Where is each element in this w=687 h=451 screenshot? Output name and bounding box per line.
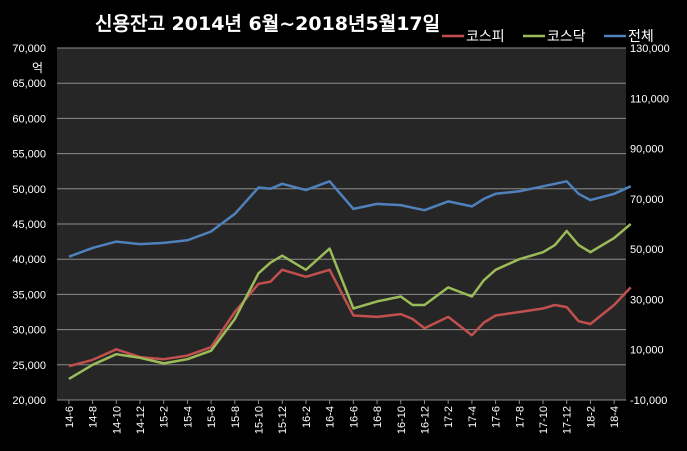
series-line-코스닥 <box>68 223 632 380</box>
y-tick-label-left: 65,000 <box>12 78 46 90</box>
series-line-전체 <box>68 180 632 258</box>
y-axis-unit-label: 억 <box>32 61 43 75</box>
x-tick-label: 15-4 <box>182 406 194 428</box>
y-tick-label-right: 130,000 <box>630 43 670 55</box>
x-tick-label: 15-10 <box>254 406 266 434</box>
y-tick-label-left: 40,000 <box>12 254 46 266</box>
y-tick-label-right: 90,000 <box>630 144 664 156</box>
y-tick-label-left: 70,000 <box>12 43 46 55</box>
x-tick-label: 14-10 <box>111 406 123 434</box>
legend-label: 코스닥 <box>547 29 586 45</box>
legend-label: 전체 <box>628 29 654 45</box>
x-tick-label: 15-12 <box>277 406 289 434</box>
x-tick-label: 15-6 <box>206 406 218 428</box>
x-tick-label: 17-12 <box>562 406 574 434</box>
legend-label: 코스피 <box>466 29 505 45</box>
right-axis-ticks: -10,000 10,000 30,000 50,000 70,000 90,000 110… <box>630 43 670 407</box>
x-tick-label: 14-6 <box>64 406 76 428</box>
y-tick-label-right: 70,000 <box>630 194 664 206</box>
x-tick-label: 17-8 <box>514 406 526 428</box>
y-tick-label-left: 45,000 <box>12 219 46 231</box>
y-tick-label-left: 25,000 <box>12 360 46 372</box>
x-tick-label: 17-2 <box>443 406 455 428</box>
x-tick-label: 17-6 <box>491 406 503 428</box>
y-tick-label-right: 10,000 <box>630 345 664 357</box>
legend: 코스피 코스닥 전체 <box>442 29 654 45</box>
x-tick-label: 16-4 <box>325 406 337 428</box>
y-tick-label-right: 110,000 <box>630 93 669 105</box>
x-tick-label: 17-4 <box>467 406 479 428</box>
x-tick-label: 14-8 <box>88 406 100 428</box>
y-tick-label-left: 35,000 <box>12 289 46 301</box>
x-tick-label: 18-2 <box>585 406 597 428</box>
series-layer <box>68 180 632 380</box>
y-tick-label-left: 20,000 <box>12 395 46 407</box>
series-line-코스피 <box>68 268 632 368</box>
x-tick-label: 16-6 <box>348 406 360 428</box>
x-axis-ticks: 14-6 14-8 14-10 14-12 15-2 15-4 15-6 15-8 15-10 1… <box>64 400 621 434</box>
x-tick-label: 16-10 <box>396 406 408 434</box>
y-tick-label-left: 30,000 <box>12 325 46 337</box>
y-tick-label-right: -10,000 <box>630 395 667 407</box>
y-tick-label-right: 30,000 <box>630 294 664 306</box>
x-tick-label: 18-4 <box>609 406 621 428</box>
x-tick-label: 15-2 <box>159 406 171 428</box>
y-tick-label-right: 50,000 <box>630 244 664 256</box>
x-tick-label: 17-10 <box>538 406 550 434</box>
y-tick-label-left: 50,000 <box>12 184 46 196</box>
chart-title: 신용잔고 2014년 6월~2018년5월17일 <box>95 13 440 35</box>
x-tick-label: 15-8 <box>230 406 242 428</box>
y-tick-label-left: 55,000 <box>12 149 46 161</box>
x-tick-label: 16-8 <box>372 406 384 428</box>
x-tick-label: 14-12 <box>135 406 147 434</box>
x-tick-label: 16-12 <box>419 406 431 434</box>
left-axis-ticks: 20,000 25,000 30,000 35,000 40,000 45,000 50,0… <box>12 43 46 407</box>
y-tick-label-left: 60,000 <box>12 113 46 125</box>
x-tick-label: 16-2 <box>301 406 313 428</box>
gridlines <box>57 47 626 401</box>
